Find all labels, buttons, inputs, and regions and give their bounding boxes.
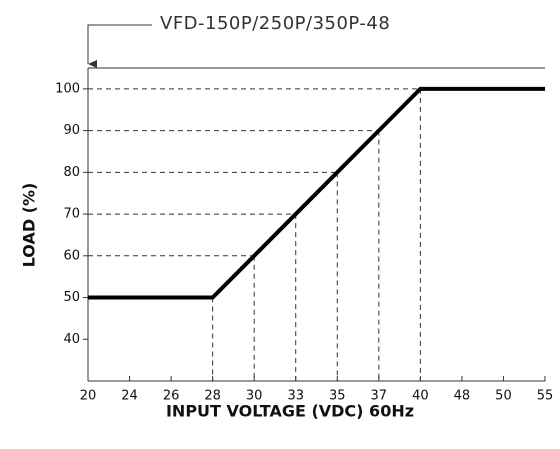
x-tick-label: 26 xyxy=(163,389,180,404)
x-tick-label: 48 xyxy=(454,389,471,404)
y-axis-label: LOAD (%) xyxy=(20,183,39,268)
y-tick-label: 80 xyxy=(63,165,80,180)
title-leader xyxy=(87,24,152,68)
data-line xyxy=(88,86,545,300)
y-tick-label: 90 xyxy=(63,123,80,138)
y-tick-label: 50 xyxy=(63,290,80,305)
x-tick-label: 55 xyxy=(537,389,554,404)
y-tick-label: 70 xyxy=(63,207,80,222)
x-tick-label: 40 xyxy=(412,389,429,404)
x-tick-label: 33 xyxy=(287,389,304,404)
x-tick-label: 28 xyxy=(204,389,221,404)
x-tick-label: 35 xyxy=(329,389,346,404)
y-tick-label: 40 xyxy=(63,332,80,347)
y-tick-label: 100 xyxy=(55,81,80,96)
x-tick-label: 30 xyxy=(246,389,263,404)
y-tick-label: 60 xyxy=(63,248,80,263)
x-axis-label: INPUT VOLTAGE (VDC) 60Hz xyxy=(166,402,414,421)
chart-title: VFD-150P/250P/350P-48 xyxy=(160,13,390,34)
x-tick-label: 20 xyxy=(80,389,97,404)
x-tick-label: 24 xyxy=(121,389,138,404)
x-tick-label: 50 xyxy=(495,389,512,404)
x-tick-label: 37 xyxy=(371,389,388,404)
